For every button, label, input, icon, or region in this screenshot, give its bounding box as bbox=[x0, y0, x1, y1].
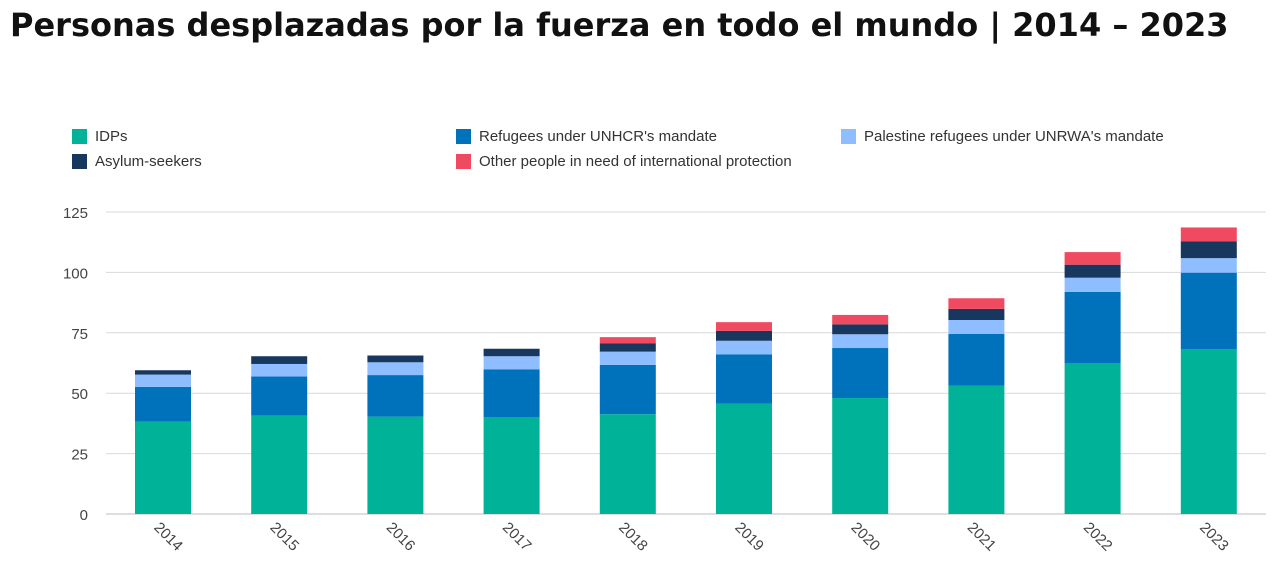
bar-2021-series-4 bbox=[948, 298, 1004, 309]
bar-2022-series-1 bbox=[1065, 292, 1121, 363]
bar-2019-series-3 bbox=[716, 331, 772, 341]
bar-2020-series-0 bbox=[832, 398, 888, 514]
bar-2022-series-0 bbox=[1065, 363, 1121, 514]
bar-2016-series-0 bbox=[367, 417, 423, 514]
bar-2020-series-1 bbox=[832, 348, 888, 398]
bar-2019-series-0 bbox=[716, 404, 772, 514]
bar-2017-series-2 bbox=[484, 356, 540, 369]
x-tick-label-2022: 2022 bbox=[1080, 519, 1116, 555]
bar-2020-series-4 bbox=[832, 315, 888, 324]
x-tick-label-2020: 2020 bbox=[848, 519, 884, 555]
bar-2016-series-3 bbox=[367, 356, 423, 363]
bar-2020-series-2 bbox=[832, 334, 888, 348]
bar-2019-series-2 bbox=[716, 341, 772, 355]
x-tick-label-2017: 2017 bbox=[499, 519, 535, 555]
bar-2017-series-0 bbox=[484, 417, 540, 514]
y-tick-label-75: 75 bbox=[71, 326, 88, 343]
x-tick-label-2021: 2021 bbox=[964, 519, 1000, 555]
y-tick-label-0: 0 bbox=[80, 507, 88, 524]
bar-2021-series-2 bbox=[948, 320, 1004, 334]
bar-2017-series-3 bbox=[484, 349, 540, 356]
bar-2016-series-2 bbox=[367, 362, 423, 375]
bar-2018-series-4 bbox=[600, 337, 656, 343]
bar-2019-series-1 bbox=[716, 354, 772, 403]
bar-2022-series-4 bbox=[1065, 252, 1121, 265]
bar-2023-series-4 bbox=[1181, 227, 1237, 241]
bar-2018-series-0 bbox=[600, 414, 656, 514]
bar-2023-series-0 bbox=[1181, 349, 1237, 514]
bar-2014-series-0 bbox=[135, 422, 191, 514]
bar-2022-series-2 bbox=[1065, 278, 1121, 292]
bar-2015-series-2 bbox=[251, 364, 307, 377]
y-tick-label-100: 100 bbox=[63, 265, 88, 282]
y-tick-label-50: 50 bbox=[71, 386, 88, 403]
bar-2014-series-2 bbox=[135, 375, 191, 387]
bar-2014-series-1 bbox=[135, 387, 191, 422]
bar-2014-series-3 bbox=[135, 370, 191, 374]
x-tick-label-2023: 2023 bbox=[1196, 519, 1232, 555]
bar-2021-series-1 bbox=[948, 334, 1004, 385]
bar-2023-series-2 bbox=[1181, 258, 1237, 272]
bar-2021-series-0 bbox=[948, 385, 1004, 514]
bar-2018-series-2 bbox=[600, 352, 656, 365]
bar-2023-series-1 bbox=[1181, 273, 1237, 349]
y-tick-label-25: 25 bbox=[71, 447, 88, 464]
bar-2018-series-1 bbox=[600, 365, 656, 414]
bar-2020-series-3 bbox=[832, 324, 888, 334]
bar-2016-series-1 bbox=[367, 375, 423, 417]
bar-2019-series-4 bbox=[716, 322, 772, 331]
bar-2023-series-3 bbox=[1181, 241, 1237, 258]
bar-2017-series-1 bbox=[484, 369, 540, 417]
bar-2022-series-3 bbox=[1065, 265, 1121, 278]
bar-2015-series-1 bbox=[251, 377, 307, 416]
bar-2018-series-3 bbox=[600, 343, 656, 351]
x-tick-label-2015: 2015 bbox=[267, 519, 303, 555]
bar-2015-series-0 bbox=[251, 415, 307, 514]
x-tick-label-2019: 2019 bbox=[731, 519, 767, 555]
bar-2015-series-3 bbox=[251, 356, 307, 364]
y-tick-label-125: 125 bbox=[63, 205, 88, 222]
x-tick-label-2018: 2018 bbox=[615, 519, 651, 555]
x-tick-label-2016: 2016 bbox=[383, 519, 419, 555]
bar-2021-series-3 bbox=[948, 309, 1004, 320]
x-tick-label-2014: 2014 bbox=[150, 519, 186, 555]
